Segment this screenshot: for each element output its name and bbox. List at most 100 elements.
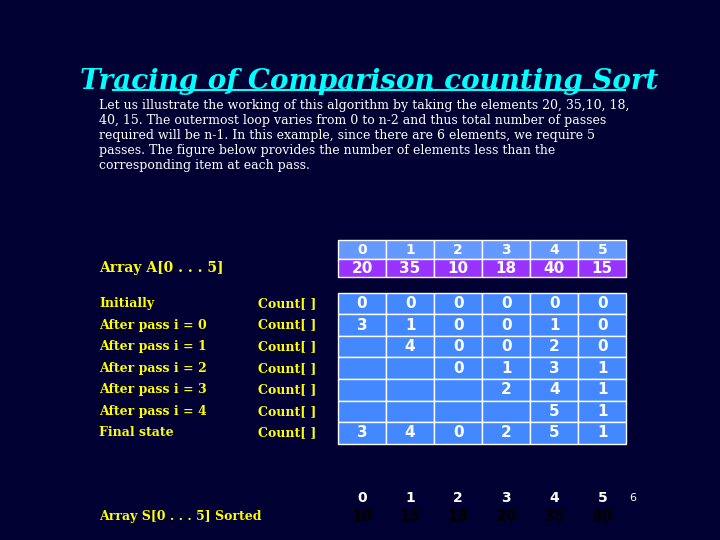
Text: 6: 6 — [629, 492, 636, 503]
Text: 4: 4 — [549, 382, 559, 397]
Text: 0: 0 — [501, 296, 511, 311]
Text: 1: 1 — [597, 404, 608, 419]
Text: 5: 5 — [598, 242, 607, 256]
Bar — [338, 336, 386, 357]
Bar — [386, 507, 434, 525]
Text: Array S[0 . . . 5] Sorted: Array S[0 . . . 5] Sorted — [99, 510, 262, 523]
Text: 3: 3 — [356, 318, 367, 333]
Bar — [482, 422, 530, 444]
Bar — [338, 314, 386, 336]
Text: 0: 0 — [453, 318, 464, 333]
Text: 35: 35 — [400, 261, 420, 275]
Bar — [530, 314, 578, 336]
Bar — [386, 259, 434, 278]
Text: 5: 5 — [549, 404, 559, 419]
Bar — [530, 488, 578, 507]
Text: Count[ ]: Count[ ] — [258, 405, 317, 418]
Text: 35: 35 — [544, 509, 565, 523]
Bar — [338, 240, 386, 259]
Text: 1: 1 — [597, 426, 608, 440]
Bar — [482, 336, 530, 357]
Text: 1: 1 — [549, 318, 559, 333]
Text: 18: 18 — [495, 261, 517, 275]
Text: 0: 0 — [357, 242, 366, 256]
Text: 0: 0 — [453, 361, 464, 376]
Text: Array A[0 . . . 5]: Array A[0 . . . 5] — [99, 261, 224, 275]
Text: 15: 15 — [400, 509, 420, 523]
Bar — [482, 357, 530, 379]
Text: After pass i = 1: After pass i = 1 — [99, 340, 207, 353]
Text: 0: 0 — [453, 426, 464, 440]
Text: 5: 5 — [598, 490, 607, 504]
Bar — [578, 488, 626, 507]
Bar — [482, 401, 530, 422]
Text: 0: 0 — [501, 318, 511, 333]
Bar — [338, 357, 386, 379]
Text: 4: 4 — [405, 339, 415, 354]
Bar — [530, 379, 578, 401]
Text: 20: 20 — [495, 509, 517, 523]
Bar — [386, 401, 434, 422]
Bar — [578, 259, 626, 278]
Bar — [434, 259, 482, 278]
Text: Count[ ]: Count[ ] — [258, 383, 317, 396]
Text: 5: 5 — [549, 426, 559, 440]
Text: 0: 0 — [597, 339, 608, 354]
Text: 4: 4 — [405, 426, 415, 440]
Bar — [434, 336, 482, 357]
Bar — [578, 507, 626, 525]
Bar — [434, 240, 482, 259]
Bar — [386, 379, 434, 401]
Bar — [386, 357, 434, 379]
Text: Count[ ]: Count[ ] — [258, 319, 317, 332]
Bar — [434, 314, 482, 336]
Bar — [530, 357, 578, 379]
Text: 2: 2 — [501, 382, 511, 397]
Text: 10: 10 — [351, 509, 372, 523]
Bar — [386, 488, 434, 507]
Bar — [578, 314, 626, 336]
Bar — [434, 488, 482, 507]
Text: 0: 0 — [357, 490, 366, 504]
Bar — [482, 314, 530, 336]
Text: 40: 40 — [592, 509, 613, 523]
Bar — [530, 507, 578, 525]
Text: Count[ ]: Count[ ] — [258, 297, 317, 310]
Bar — [338, 507, 386, 525]
Text: 1: 1 — [597, 382, 608, 397]
Text: 1: 1 — [405, 490, 415, 504]
Text: 20: 20 — [351, 261, 373, 275]
Bar — [434, 401, 482, 422]
Text: After pass i = 4: After pass i = 4 — [99, 405, 207, 418]
Bar — [386, 422, 434, 444]
Text: 3: 3 — [356, 426, 367, 440]
Text: 4: 4 — [549, 490, 559, 504]
Text: 1: 1 — [597, 361, 608, 376]
Bar — [434, 357, 482, 379]
Bar — [482, 488, 530, 507]
Text: Let us illustrate the working of this algorithm by taking the elements 20, 35,10: Let us illustrate the working of this al… — [99, 99, 630, 172]
Text: 1: 1 — [405, 242, 415, 256]
Bar — [578, 379, 626, 401]
Text: 3: 3 — [501, 242, 511, 256]
Bar — [578, 240, 626, 259]
Text: 0: 0 — [597, 318, 608, 333]
Text: 18: 18 — [448, 509, 469, 523]
Bar — [578, 293, 626, 314]
Text: 0: 0 — [356, 296, 367, 311]
Bar — [434, 422, 482, 444]
Text: 1: 1 — [501, 361, 511, 376]
Bar — [338, 422, 386, 444]
Text: 2: 2 — [454, 490, 463, 504]
Bar — [386, 240, 434, 259]
Bar — [530, 293, 578, 314]
Bar — [482, 259, 530, 278]
Bar — [530, 240, 578, 259]
Bar — [530, 259, 578, 278]
Bar — [338, 401, 386, 422]
Text: 15: 15 — [592, 261, 613, 275]
Text: 10: 10 — [448, 261, 469, 275]
Text: Tracing of Comparison counting Sort: Tracing of Comparison counting Sort — [80, 68, 658, 95]
Text: 0: 0 — [453, 339, 464, 354]
Text: 4: 4 — [549, 242, 559, 256]
